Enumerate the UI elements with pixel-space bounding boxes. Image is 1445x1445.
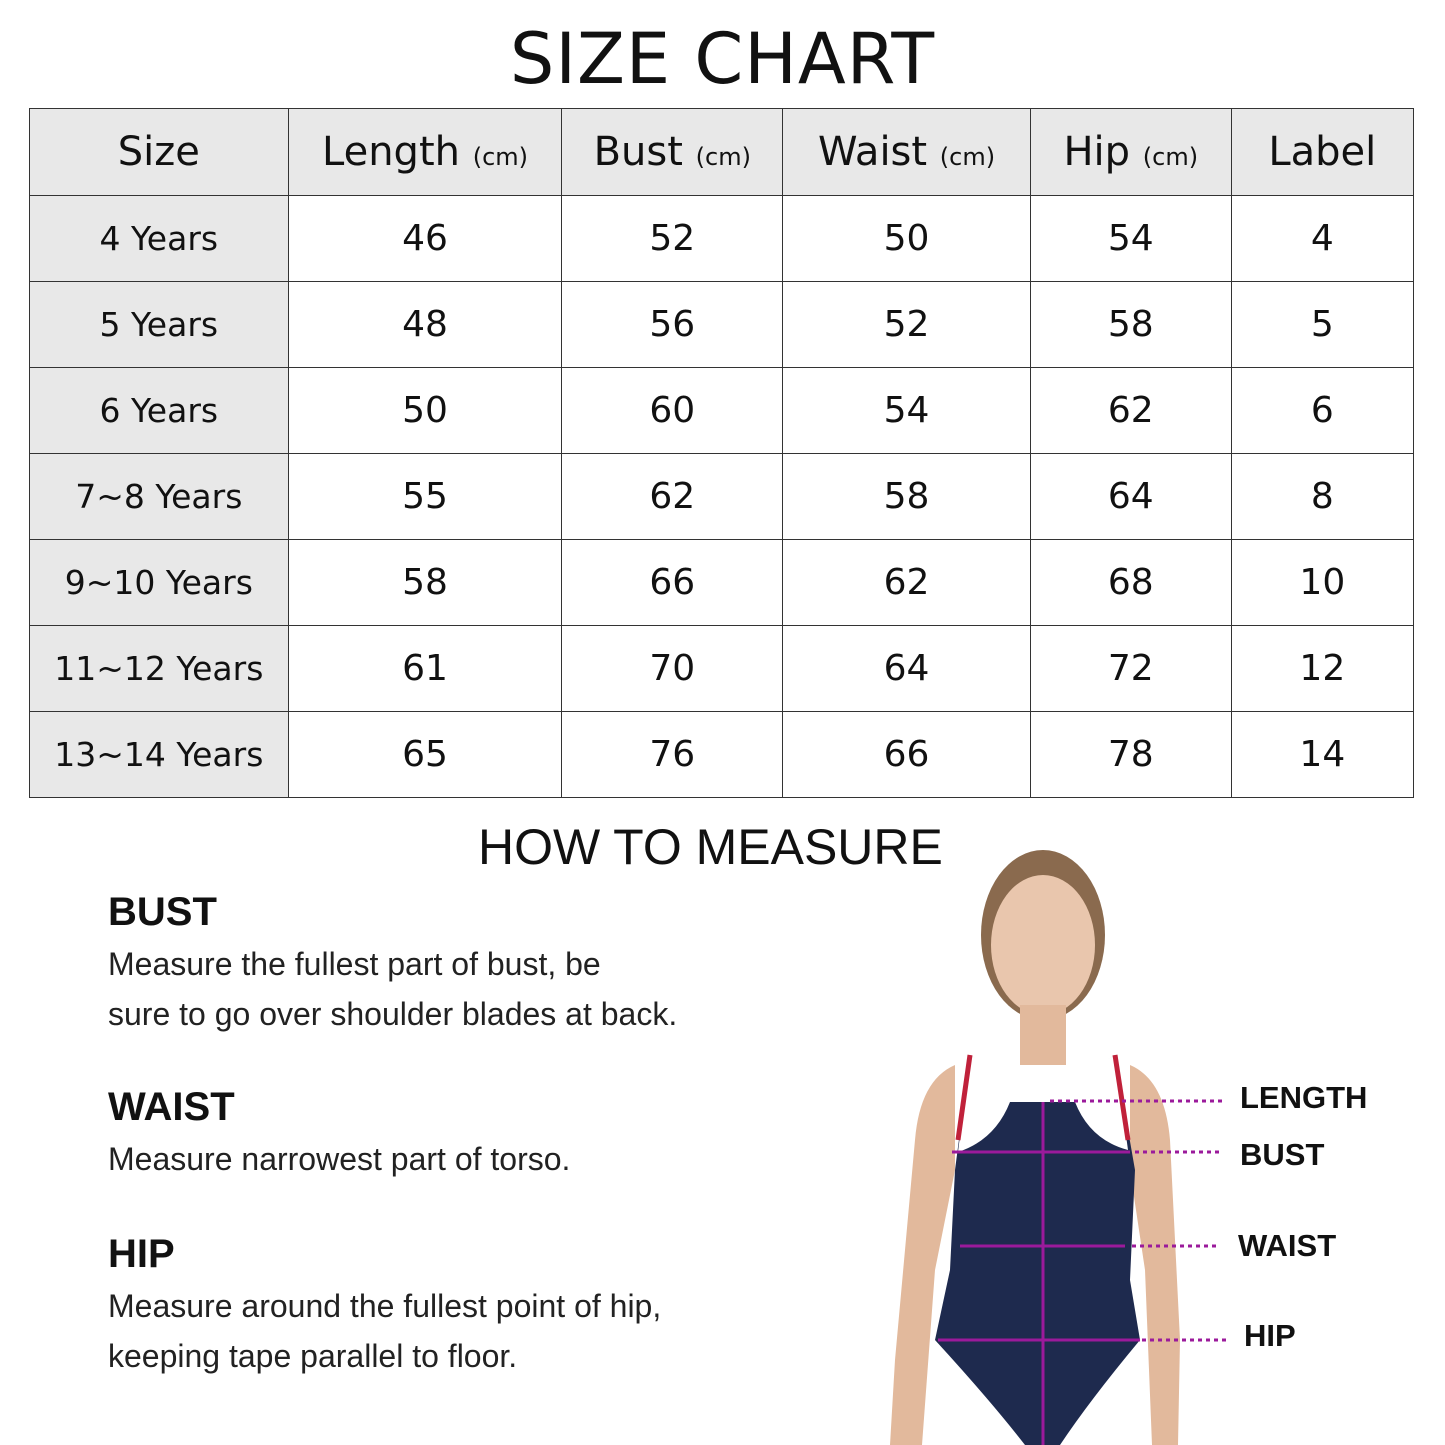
column-header: Hip (cm): [1029, 108, 1232, 196]
waist-section: WAIST Measure narrowest part of torso.: [108, 1085, 570, 1184]
header-label: Waist: [817, 129, 928, 175]
value-cell: 66: [561, 539, 784, 626]
table-row: 11~12 Years 61 70 64 72 12: [29, 625, 1415, 712]
header-unit: (cm): [939, 143, 996, 171]
header-label: Label: [1268, 129, 1377, 175]
value-cell: 5: [1230, 281, 1415, 368]
value-cell: 68: [1029, 539, 1232, 626]
header-label: Length: [322, 129, 460, 175]
column-header: Label: [1230, 108, 1415, 196]
model-figure-illustration: [890, 850, 1230, 1445]
value-cell: 61: [287, 625, 563, 712]
value-cell: 76: [561, 711, 784, 798]
value-cell: 62: [782, 539, 1031, 626]
bust-section: BUST Measure the fullest part of bust, b…: [108, 890, 677, 1039]
value-cell: 65: [287, 711, 563, 798]
header-unit: (cm): [1142, 143, 1199, 171]
value-cell: 72: [1029, 625, 1232, 712]
value-cell: 14: [1230, 711, 1415, 798]
value-cell: 58: [782, 453, 1031, 540]
section-text: Measure around the fullest point of hip,: [108, 1288, 662, 1324]
hip-section: HIP Measure around the fullest point of …: [108, 1232, 661, 1381]
size-cell: 5 Years: [29, 281, 289, 368]
section-heading: WAIST: [108, 1085, 235, 1129]
value-cell: 46: [287, 195, 563, 282]
value-cell: 50: [782, 195, 1031, 282]
table-row: 7~8 Years 55 62 58 64 8: [29, 453, 1415, 540]
value-cell: 64: [782, 625, 1031, 712]
table-row: 4 Years 46 52 50 54 4: [29, 195, 1415, 282]
value-cell: 60: [561, 367, 784, 454]
header-unit: (cm): [472, 143, 529, 171]
page-title: SIZE CHART: [509, 18, 936, 100]
header-label: Size: [117, 129, 200, 175]
value-cell: 8: [1230, 453, 1415, 540]
size-cell: 11~12 Years: [29, 625, 289, 712]
section-heading: HIP: [108, 1232, 175, 1276]
header-label: Hip: [1063, 129, 1131, 175]
table-row: 13~14 Years 65 76 66 78 14: [29, 711, 1415, 798]
value-cell: 55: [287, 453, 563, 540]
value-cell: 64: [1029, 453, 1232, 540]
value-cell: 10: [1230, 539, 1415, 626]
value-cell: 78: [1029, 711, 1232, 798]
section-text: Measure the fullest part of bust, be: [108, 946, 601, 982]
value-cell: 58: [1029, 281, 1232, 368]
header-unit: (cm): [695, 143, 751, 171]
value-cell: 4: [1230, 195, 1415, 282]
value-cell: 48: [287, 281, 563, 368]
table-row: 6 Years 50 60 54 62 6: [29, 367, 1415, 454]
value-cell: 66: [782, 711, 1031, 798]
how-to-measure-title: HOW TO MEASURE: [478, 819, 943, 875]
size-cell: 9~10 Years: [29, 539, 289, 626]
figure-label-hip: HIP: [1244, 1318, 1296, 1353]
column-header: Size: [29, 108, 289, 196]
value-cell: 56: [561, 281, 784, 368]
measure-lines: [938, 1102, 1140, 1445]
column-header: Bust (cm): [561, 108, 784, 196]
value-cell: 62: [561, 453, 784, 540]
figure-label-length: LENGTH: [1240, 1080, 1368, 1115]
table-row: 5 Years 48 56 52 58 5: [29, 281, 1415, 368]
table-header-row: Size Length (cm) Bust (cm) Waist (cm) Hip (c…: [29, 108, 1415, 196]
section-text: sure to go over shoulder blades at back.: [108, 996, 678, 1032]
value-cell: 58: [287, 539, 563, 626]
value-cell: 50: [287, 367, 563, 454]
figure-label-waist: WAIST: [1238, 1228, 1337, 1263]
value-cell: 54: [782, 367, 1031, 454]
value-cell: 52: [782, 281, 1031, 368]
table-row: 9~10 Years 58 66 62 68 10: [29, 539, 1415, 626]
value-cell: 52: [561, 195, 784, 282]
value-cell: 6: [1230, 367, 1415, 454]
section-text: Measure narrowest part of torso.: [108, 1141, 571, 1177]
section-heading: BUST: [108, 890, 217, 934]
size-cell: 13~14 Years: [29, 711, 289, 798]
value-cell: 12: [1230, 625, 1415, 712]
value-cell: 62: [1029, 367, 1232, 454]
size-cell: 6 Years: [29, 367, 289, 454]
size-cell: 4 Years: [29, 195, 289, 282]
value-cell: 54: [1029, 195, 1232, 282]
header-label: Bust: [593, 129, 683, 175]
figure-label-bust: BUST: [1240, 1137, 1325, 1172]
section-text: keeping tape parallel to floor.: [108, 1338, 518, 1374]
column-header: Length (cm): [287, 108, 563, 196]
size-cell: 7~8 Years: [29, 453, 289, 540]
value-cell: 70: [561, 625, 784, 712]
size-table: Size Length (cm) Bust (cm) Waist (cm) Hip (c…: [29, 108, 1415, 798]
column-header: Waist (cm): [782, 108, 1031, 196]
